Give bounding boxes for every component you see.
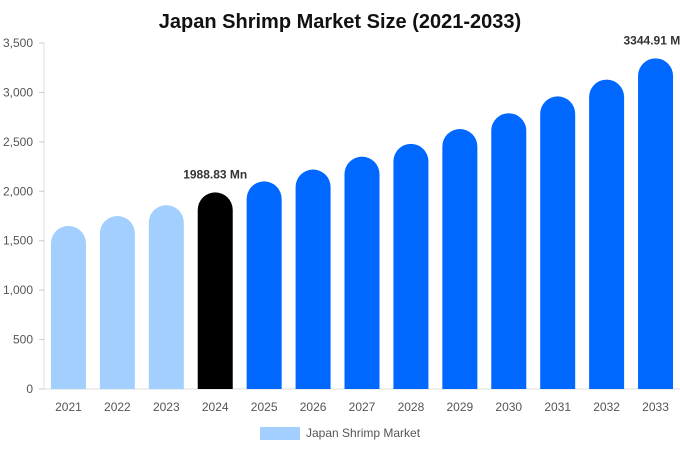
bar-2028[interactable] bbox=[393, 143, 429, 389]
bar-2031[interactable] bbox=[540, 96, 576, 389]
x-tick-label-2024: 2024 bbox=[202, 400, 229, 414]
y-tick-label: 1,000 bbox=[3, 283, 33, 297]
y-tick-label: 0 bbox=[26, 382, 33, 396]
x-tick-label-2033: 2033 bbox=[642, 400, 669, 414]
x-tick-label-2029: 2029 bbox=[446, 400, 473, 414]
bar-group bbox=[50, 58, 674, 390]
bar-2026[interactable] bbox=[295, 169, 331, 389]
bar-2024[interactable] bbox=[197, 192, 233, 389]
legend-label: Japan Shrimp Market bbox=[306, 426, 421, 440]
x-tick-label-2031: 2031 bbox=[544, 400, 571, 414]
x-tick-label-2023: 2023 bbox=[153, 400, 180, 414]
x-tick-label-2028: 2028 bbox=[398, 400, 425, 414]
x-tick-label-2027: 2027 bbox=[349, 400, 376, 414]
legend[interactable]: Japan Shrimp Market bbox=[260, 426, 421, 440]
y-tick-label: 3,000 bbox=[3, 85, 33, 99]
data-label-2033: 3344.91 Mn bbox=[624, 33, 680, 47]
y-tick-label: 1,500 bbox=[3, 234, 33, 248]
data-label-group: 1988.83 Mn 3344.91 Mn bbox=[183, 33, 680, 181]
x-axis: 2021 2022 2023 2024 2025 2026 2027 2028 2029 2030… bbox=[44, 388, 680, 414]
data-label-2024: 1988.83 Mn bbox=[183, 167, 247, 181]
bar-2029[interactable] bbox=[442, 129, 478, 389]
x-tick-label-2021: 2021 bbox=[55, 400, 82, 414]
y-tick-label: 2,000 bbox=[3, 184, 33, 198]
x-tick-label-2026: 2026 bbox=[300, 400, 327, 414]
bar-2027[interactable] bbox=[344, 156, 380, 389]
x-tick-label-2022: 2022 bbox=[104, 400, 131, 414]
x-tick-label-2032: 2032 bbox=[593, 400, 620, 414]
y-tick-label: 500 bbox=[13, 333, 33, 347]
bar-2023[interactable] bbox=[148, 205, 184, 389]
bar-2022[interactable] bbox=[99, 216, 135, 389]
bar-2021[interactable] bbox=[50, 225, 86, 389]
x-tick-label-2025: 2025 bbox=[251, 400, 278, 414]
bar-2030[interactable] bbox=[491, 113, 527, 389]
x-tick-label-2030: 2030 bbox=[495, 400, 522, 414]
bar-2032[interactable] bbox=[589, 79, 625, 389]
y-axis: 0 500 1,000 1,500 2,000 2,500 3,000 3,500 bbox=[3, 36, 45, 396]
y-tick-label: 3,500 bbox=[3, 36, 33, 50]
chart-title: Japan Shrimp Market Size (2021-2033) bbox=[159, 11, 521, 33]
y-tick-label: 2,500 bbox=[3, 135, 33, 149]
bar-2025[interactable] bbox=[246, 181, 282, 389]
legend-swatch bbox=[260, 427, 300, 440]
bar-2033[interactable] bbox=[638, 58, 674, 390]
